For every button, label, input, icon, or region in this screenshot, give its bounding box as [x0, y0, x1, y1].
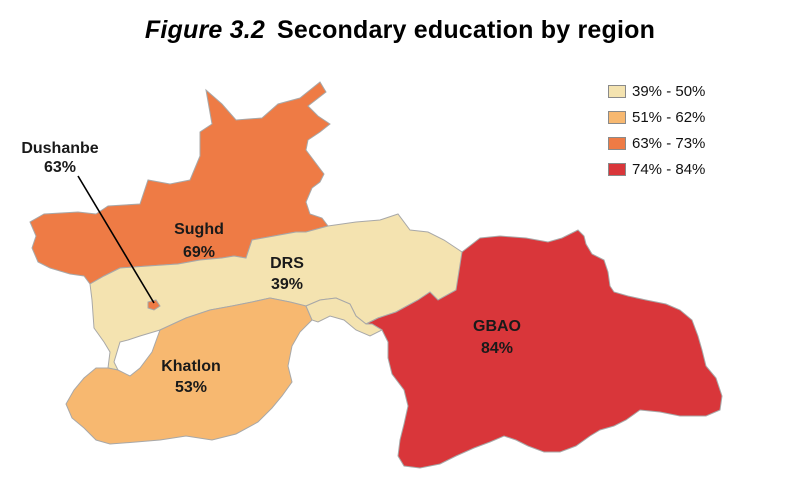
legend-label: 39% - 50% [632, 82, 706, 100]
legend-item: 74% - 84% [608, 156, 705, 182]
figure-title: Figure 3.2 Secondary education by region [0, 16, 800, 45]
region-khatlon[interactable] [65, 297, 313, 445]
legend-label: 74% - 84% [632, 160, 706, 178]
label-drs-value: 39% [271, 276, 303, 293]
label-drs-name: DRS [270, 255, 304, 272]
legend-label: 63% - 73% [632, 134, 706, 152]
region-drs-valley[interactable] [305, 297, 384, 337]
legend-swatch [608, 136, 626, 150]
figure-caption: Secondary education by region [276, 16, 656, 44]
label-sughd-value: 69% [183, 244, 215, 261]
label-sughd-name: Sughd [174, 221, 224, 238]
legend-swatch [608, 84, 626, 98]
legend-label: 51% - 62% [632, 108, 706, 126]
label-dushanbe-value: 63% [44, 159, 76, 176]
legend-swatch [608, 110, 626, 124]
dushanbe-leader-line [77, 175, 155, 304]
legend-item: 63% - 73% [608, 130, 705, 156]
legend-swatch [608, 162, 626, 176]
figure-number: Figure 3.2 [144, 16, 265, 44]
region-dushanbe[interactable] [147, 299, 161, 311]
label-gbao-value: 84% [481, 340, 513, 357]
legend-item: 39% - 50% [608, 78, 705, 104]
label-gbao-name: GBAO [473, 318, 521, 335]
label-khatlon-value: 53% [175, 379, 207, 396]
legend: 39% - 50% 51% - 62% 63% - 73% 74% - 84% [608, 78, 705, 182]
region-gbao[interactable] [365, 229, 723, 469]
legend-item: 51% - 62% [608, 104, 705, 130]
label-khatlon-name: Khatlon [161, 358, 221, 375]
label-dushanbe-name: Dushanbe [21, 140, 98, 157]
